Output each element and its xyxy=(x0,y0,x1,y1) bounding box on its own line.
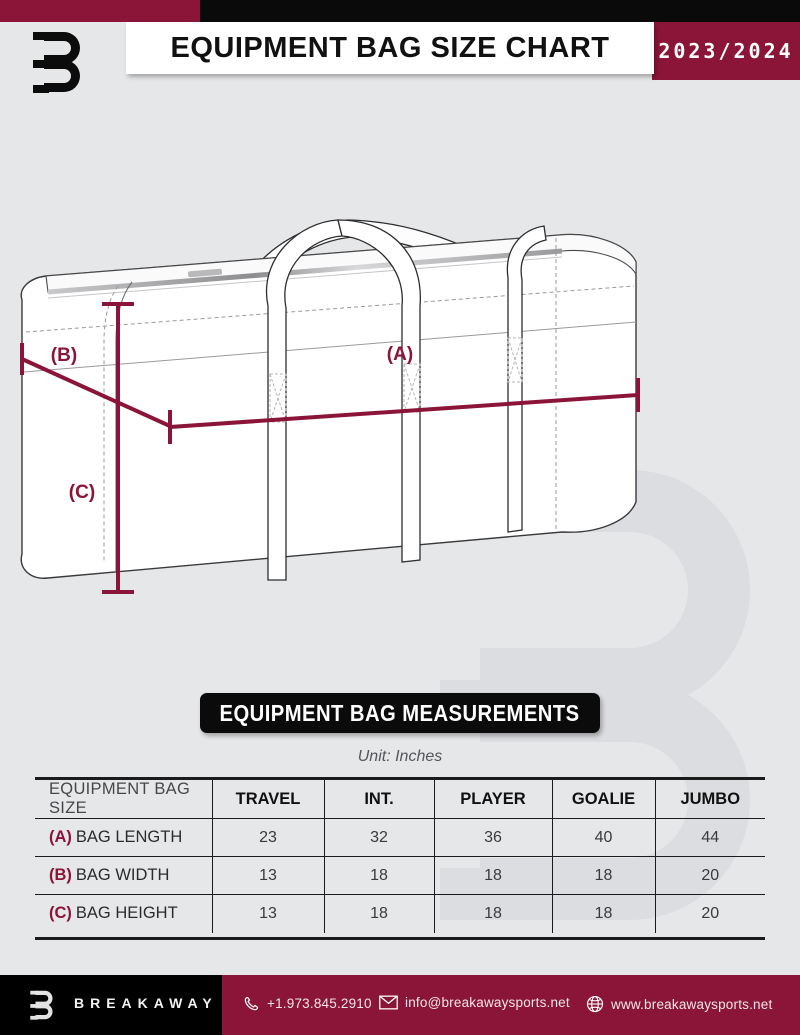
dimension-label-a: (A) xyxy=(387,344,413,365)
cell-height-goalie: 18 xyxy=(551,894,656,933)
table-bottom-rule xyxy=(35,937,765,940)
cell-width-int: 18 xyxy=(323,856,435,895)
table-top-rule xyxy=(35,777,765,780)
footer-email[interactable]: info@breakawaysports.net xyxy=(379,995,570,1010)
envelope-icon xyxy=(379,995,398,1010)
table-header-player: PLAYER xyxy=(433,780,553,819)
footer-brand-name: BREAKAWAY xyxy=(74,995,218,1011)
table-header-row: EQUIPMENT BAG SIZE TRAVEL INT. PLAYER GO… xyxy=(35,780,765,819)
unit-label: Unit: Inches xyxy=(357,748,443,765)
dimension-label-b: (B) xyxy=(51,345,77,366)
row-name-bag-height: BAG HEIGHT xyxy=(75,904,178,923)
cell-length-player: 36 xyxy=(433,818,553,857)
header-strip-black xyxy=(200,0,800,22)
cell-height-travel: 13 xyxy=(211,894,325,933)
measurements-banner-label: EQUIPMENT BAG MEASUREMENTS xyxy=(219,699,581,726)
table-row: (A) BAG LENGTH 23 32 36 40 44 xyxy=(35,818,765,857)
cell-width-goalie: 18 xyxy=(551,856,656,895)
phone-icon xyxy=(244,996,259,1011)
cell-length-int: 32 xyxy=(323,818,435,857)
row-marker-c: (C) xyxy=(49,904,72,923)
header-top-strip xyxy=(0,0,800,22)
table-header-row-label: EQUIPMENT BAG SIZE xyxy=(35,780,213,819)
cell-width-jumbo: 20 xyxy=(654,856,765,895)
table-header-travel: TRAVEL xyxy=(211,780,325,819)
footer-website[interactable]: www.breakawaysports.net xyxy=(586,995,772,1013)
footer-email-text: info@breakawaysports.net xyxy=(405,995,570,1010)
measurements-table-wrap: EQUIPMENT BAG SIZE TRAVEL INT. PLAYER GO… xyxy=(35,780,765,933)
cell-width-player: 18 xyxy=(433,856,553,895)
row-marker-a: (A) xyxy=(49,828,72,846)
table-row: (B) BAG WIDTH 13 18 18 18 20 xyxy=(35,856,765,895)
footer-website-text: www.breakawaysports.net xyxy=(611,996,773,1012)
breakaway-b-logo-icon xyxy=(33,32,80,93)
globe-icon xyxy=(586,995,604,1013)
cell-width-travel: 13 xyxy=(211,856,325,895)
row-label-bag-length: (A) BAG LENGTH xyxy=(35,818,213,857)
footer-phone[interactable]: +1.973.845.2910 xyxy=(243,995,372,1012)
cell-height-player: 18 xyxy=(433,894,553,933)
measurements-banner: EQUIPMENT BAG MEASUREMENTS xyxy=(200,693,600,733)
page-title-band: EQUIPMENT BAG SIZE CHART xyxy=(126,22,654,74)
year-badge-label: 2023/2024 xyxy=(658,39,794,63)
header-strip-crimson xyxy=(0,0,200,22)
table-header-int: INT. xyxy=(323,780,435,819)
breakaway-b-logo-icon xyxy=(30,990,53,1020)
row-label-bag-width: (B) BAG WIDTH xyxy=(35,856,213,895)
page-title: EQUIPMENT BAG SIZE CHART xyxy=(170,31,610,64)
equipment-bag-illustration: (A) (B) (C) xyxy=(20,219,640,594)
footer-contact-block xyxy=(222,975,800,1035)
row-label-bag-height: (C) BAG HEIGHT xyxy=(35,894,213,933)
table-header-jumbo: JUMBO xyxy=(654,780,765,819)
footer-phone-text: +1.973.845.2910 xyxy=(267,996,372,1011)
cell-length-travel: 23 xyxy=(211,818,325,857)
year-badge: 2023/2024 xyxy=(652,22,800,80)
page-footer: BREAKAWAY +1.973.845.2910 info@breakaway… xyxy=(0,975,800,1035)
table-header-goalie: GOALIE xyxy=(551,780,656,819)
measurements-table: EQUIPMENT BAG SIZE TRAVEL INT. PLAYER GO… xyxy=(35,780,765,933)
table-row: (C) BAG HEIGHT 13 18 18 18 20 xyxy=(35,894,765,933)
row-name-bag-width: BAG WIDTH xyxy=(75,866,170,884)
cell-height-int: 18 xyxy=(323,894,435,933)
row-name-bag-length: BAG LENGTH xyxy=(75,828,183,846)
cell-length-goalie: 40 xyxy=(551,818,656,857)
cell-height-jumbo: 20 xyxy=(654,894,765,933)
dimension-label-c: (C) xyxy=(69,482,95,503)
cell-length-jumbo: 44 xyxy=(654,818,765,857)
row-marker-b: (B) xyxy=(49,866,72,884)
